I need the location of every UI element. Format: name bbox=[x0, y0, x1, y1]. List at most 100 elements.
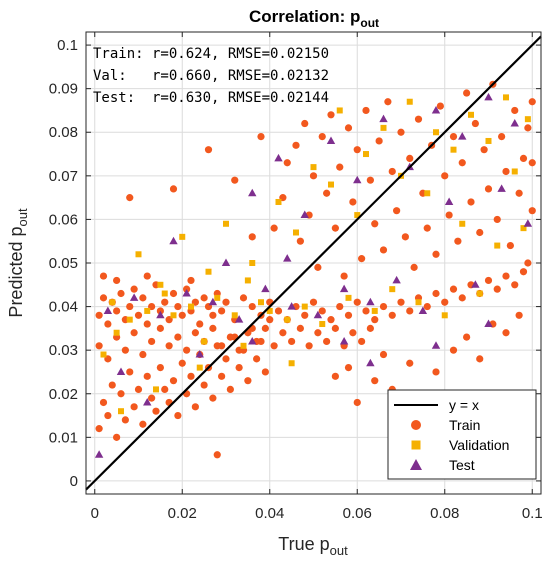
x-tick-label: 0.02 bbox=[168, 505, 197, 522]
train-point bbox=[191, 329, 199, 337]
validation-point bbox=[476, 290, 483, 297]
train-point bbox=[449, 133, 458, 141]
train-point bbox=[331, 224, 339, 232]
train-point bbox=[331, 324, 339, 332]
validation-point bbox=[240, 342, 247, 349]
validation-point bbox=[157, 281, 164, 288]
train-point bbox=[191, 403, 199, 411]
train-point bbox=[314, 263, 322, 271]
train-point bbox=[388, 311, 396, 319]
train-point bbox=[104, 411, 112, 420]
train-point bbox=[449, 285, 458, 293]
train-point bbox=[366, 324, 374, 332]
x-tick-label: 0.06 bbox=[343, 505, 372, 522]
test-point bbox=[418, 306, 428, 314]
train-point bbox=[414, 115, 423, 123]
test-point bbox=[300, 210, 309, 219]
train-point bbox=[99, 272, 108, 280]
train-point bbox=[218, 342, 226, 350]
train-point bbox=[397, 128, 405, 136]
validation-point bbox=[371, 307, 378, 314]
train-point bbox=[371, 377, 379, 385]
train-point bbox=[183, 346, 191, 354]
x-tick-label: 0 bbox=[91, 505, 99, 522]
train-point bbox=[301, 311, 309, 319]
train-point bbox=[344, 364, 353, 372]
train-point bbox=[423, 302, 431, 311]
validation-point bbox=[244, 277, 251, 284]
y-tick-label: 0.06 bbox=[49, 211, 78, 228]
train-point bbox=[344, 124, 353, 132]
train-point bbox=[484, 276, 493, 285]
test-point bbox=[326, 136, 336, 144]
legend-label-reference: y = x bbox=[449, 397, 479, 413]
train-point bbox=[506, 241, 514, 250]
train-point bbox=[349, 198, 357, 206]
validation-point bbox=[231, 312, 238, 319]
y-tick-label: 0.07 bbox=[49, 168, 78, 185]
train-point bbox=[126, 368, 134, 376]
train-point bbox=[200, 294, 208, 302]
train-point bbox=[498, 133, 506, 141]
test-point bbox=[484, 319, 493, 328]
train-point bbox=[222, 298, 230, 306]
train-point bbox=[384, 98, 392, 106]
test-point bbox=[274, 153, 283, 162]
train-point bbox=[99, 294, 108, 302]
validation-point bbox=[328, 181, 334, 188]
train-point bbox=[449, 346, 458, 354]
test-point bbox=[484, 92, 493, 101]
tick-labels: 0 0.02 0.04 0.06 0.08 0.1 0 0.01 0.02 0.03 0.04 0.0… bbox=[49, 37, 543, 522]
data-points bbox=[94, 80, 536, 459]
train-point bbox=[165, 342, 173, 350]
train-point bbox=[279, 329, 287, 337]
test-point bbox=[379, 114, 388, 123]
legend: y = x Train Validation Test bbox=[387, 389, 537, 480]
train-point bbox=[204, 146, 213, 154]
validation-point bbox=[113, 329, 120, 336]
validation-point bbox=[275, 198, 282, 205]
train-point bbox=[528, 98, 536, 106]
train-point bbox=[463, 89, 471, 97]
train-point bbox=[349, 329, 357, 337]
train-point bbox=[99, 398, 108, 407]
validation-point bbox=[503, 94, 509, 101]
validation-point bbox=[363, 151, 369, 158]
test-point bbox=[103, 306, 113, 314]
train-point bbox=[524, 259, 532, 267]
legend-label-test: Test bbox=[449, 457, 475, 473]
train-point bbox=[340, 272, 348, 280]
train-point bbox=[239, 294, 248, 302]
validation-point bbox=[135, 251, 142, 258]
train-point bbox=[458, 159, 466, 167]
train-point bbox=[327, 111, 335, 119]
train-point bbox=[95, 342, 103, 350]
validation-point bbox=[319, 321, 326, 328]
train-point bbox=[266, 316, 274, 324]
train-point bbox=[353, 146, 361, 154]
train-point bbox=[231, 176, 239, 184]
validation-point bbox=[201, 338, 208, 345]
train-point bbox=[296, 324, 304, 332]
train-point bbox=[502, 167, 510, 176]
train-point bbox=[336, 163, 344, 171]
stats-box: Train: r=0.624, RMSE=0.02150 Val: r=0.66… bbox=[93, 46, 329, 106]
train-point bbox=[309, 298, 318, 306]
test-point bbox=[353, 175, 362, 184]
validation-point bbox=[336, 107, 343, 114]
test-point bbox=[143, 397, 152, 406]
train-point bbox=[261, 324, 269, 332]
test-point bbox=[523, 219, 533, 227]
validation-point bbox=[161, 290, 168, 297]
validation-point bbox=[223, 220, 229, 227]
validation-point bbox=[109, 299, 116, 306]
legend-label-train: Train bbox=[449, 417, 480, 433]
train-point bbox=[441, 298, 449, 306]
validation-point bbox=[118, 408, 124, 415]
train-point bbox=[226, 385, 234, 393]
validation-point bbox=[468, 111, 474, 118]
legend-test-marker bbox=[410, 459, 422, 470]
y-axis-label: Predicted pout bbox=[6, 208, 30, 318]
train-point bbox=[235, 364, 243, 372]
train-point bbox=[480, 146, 488, 154]
